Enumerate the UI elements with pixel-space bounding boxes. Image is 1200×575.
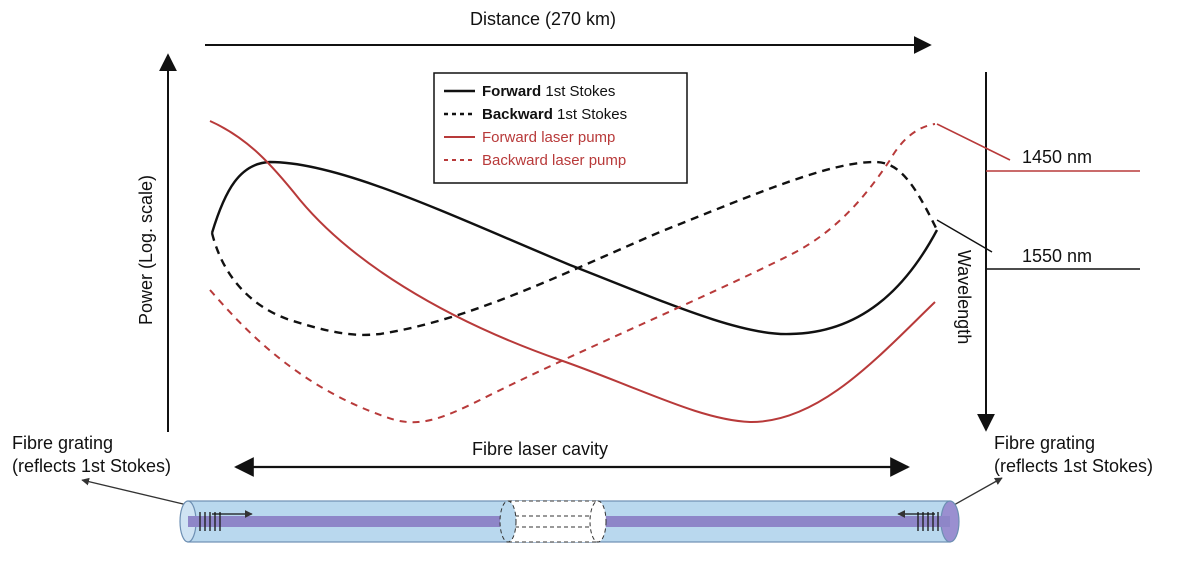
cavity-label: Fibre laser cavity xyxy=(472,439,608,459)
curve-forward-stokes xyxy=(210,160,939,336)
legend-direction: Backward xyxy=(482,152,548,169)
wavelength-1450-label: 1450 nm xyxy=(1022,147,1092,167)
svg-text:Forward 1st Stokes: Forward 1st Stokes xyxy=(482,83,615,100)
legend-direction: Backward xyxy=(482,106,553,123)
grating-right-marks xyxy=(917,512,939,531)
curve-backward-pump xyxy=(209,123,936,424)
legend: Forward 1st Stokes Backward 1st Stokes F… xyxy=(433,72,688,184)
legend-item-forward-pump: Forward laser pump xyxy=(444,129,615,146)
grating-right-line1: Fibre grating xyxy=(994,433,1095,453)
wavelength-1550-connector xyxy=(936,219,993,253)
power-axis-label: Power (Log. scale) xyxy=(136,175,156,325)
wavelength-1550-label: 1550 nm xyxy=(1022,246,1092,266)
curve-forward-pump xyxy=(209,120,936,424)
legend-box xyxy=(433,72,688,184)
distance-label: Distance (270 km) xyxy=(470,9,616,29)
legend-item-backward-stokes: Backward 1st Stokes xyxy=(444,106,627,123)
svg-text:Backward 1st Stokes: Backward 1st Stokes xyxy=(482,106,627,123)
grating-right-line2: (reflects 1st Stokes) xyxy=(994,456,1153,476)
legend-direction: Forward xyxy=(482,83,541,100)
grating-left-line1: Fibre grating xyxy=(12,433,113,453)
grating-left-pointer xyxy=(81,477,201,509)
grating-left-line2: (reflects 1st Stokes) xyxy=(12,456,171,476)
legend-kind: laser pump xyxy=(552,152,626,169)
wavelength-1450-connector xyxy=(936,123,1011,161)
fibre-break-gap xyxy=(508,501,598,542)
grating-left-marks xyxy=(199,512,221,531)
legend-direction: Forward xyxy=(482,129,537,146)
legend-kind: 1st Stokes xyxy=(545,83,615,100)
legend-kind: 1st Stokes xyxy=(557,106,627,123)
wavelength-axis-label: Wavelength xyxy=(954,250,974,344)
fibre xyxy=(179,500,960,543)
fibre-break-left-end xyxy=(499,500,517,543)
fibre-break-right-end xyxy=(589,500,607,543)
legend-item-backward-pump: Backward laser pump xyxy=(444,152,626,169)
legend-item-forward-stokes: Forward 1st Stokes xyxy=(444,83,615,100)
legend-kind: laser pump xyxy=(541,129,615,146)
curve-backward-stokes xyxy=(210,160,939,337)
svg-text:Forward laser pump: Forward laser pump xyxy=(482,129,615,146)
svg-text:Backward laser pump: Backward laser pump xyxy=(482,152,626,169)
